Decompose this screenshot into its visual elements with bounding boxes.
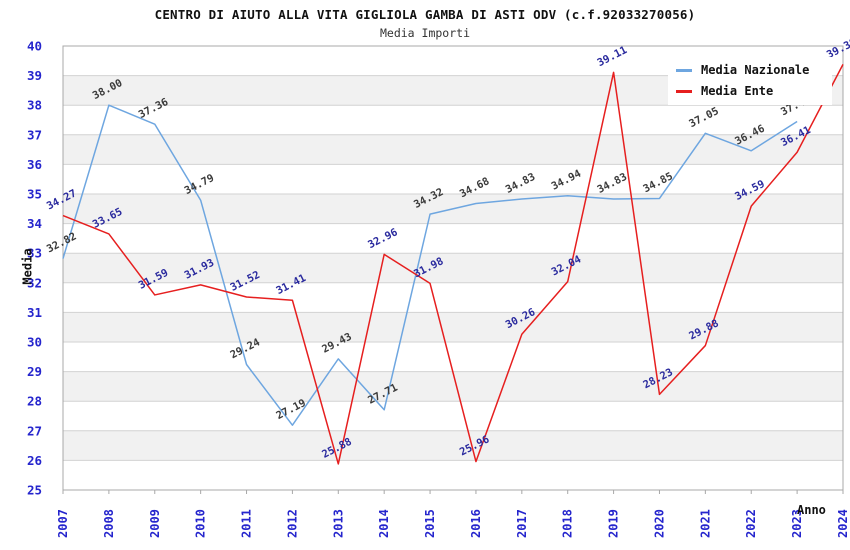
x-tick-label: 2020 (652, 509, 666, 538)
legend-item-media-nazionale: Media Nazionale (676, 63, 826, 77)
legend-item-media-ente: Media Ente (676, 84, 826, 98)
y-tick-label: 33 (27, 246, 42, 261)
data-point-label: 32.82 (45, 230, 79, 255)
y-axis-title: Media (20, 248, 35, 285)
grid-band (63, 371, 843, 402)
data-point-label: 37.05 (687, 105, 721, 130)
legend-label-media-nazionale: Media Nazionale (701, 63, 810, 77)
x-tick-label: 2018 (561, 509, 575, 538)
y-tick-label: 38 (27, 98, 42, 113)
legend-label-media-ente: Media Ente (701, 84, 774, 98)
y-tick-label: 36 (27, 157, 42, 172)
data-point-label: 34.83 (504, 171, 538, 196)
data-point-label: 32.96 (366, 226, 400, 251)
series-line-0 (62, 104, 798, 426)
data-point-label: 39.11 (595, 44, 629, 69)
x-tick-label: 2024 (836, 509, 850, 538)
y-tick-label: 27 (27, 423, 42, 438)
data-point-label: 34.83 (595, 171, 629, 196)
x-tick-label: 2008 (102, 509, 116, 538)
x-tick-label: 2021 (698, 509, 712, 538)
x-tick-label: 2010 (194, 509, 208, 538)
y-tick-label: 37 (27, 127, 42, 142)
x-tick-label: 2012 (285, 509, 299, 538)
legend-swatch-ente-icon (676, 89, 692, 93)
x-tick-label: 2013 (331, 509, 345, 538)
data-point-label: 34.94 (550, 168, 584, 193)
x-tick-label: 2022 (744, 509, 758, 538)
x-axis-title: Anno (797, 503, 826, 517)
y-tick-label: 28 (27, 394, 42, 409)
y-tick-label: 29 (27, 364, 42, 379)
data-point-label: 34.79 (182, 172, 216, 197)
y-tick-label: 35 (27, 187, 42, 202)
y-tick-label: 31 (27, 305, 42, 320)
y-tick-label: 30 (27, 335, 42, 350)
x-tick-label: 2017 (515, 509, 529, 538)
legend-swatch-nazionale-icon (676, 68, 692, 72)
chart-title: CENTRO DI AIUTO ALLA VITA GIGLIOLA GAMBA… (154, 7, 696, 22)
grid-band (63, 253, 843, 283)
y-tick-label: 34 (27, 216, 42, 231)
x-tick-label: 2009 (148, 509, 162, 538)
x-tick-label: 2014 (377, 509, 391, 538)
chart-subtitle: Media Importi (379, 26, 470, 40)
x-tick-label: 2015 (423, 509, 437, 538)
x-tick-label: 2007 (56, 509, 70, 538)
grid-band (63, 430, 843, 461)
y-tick-label: 25 (27, 483, 42, 498)
series-line-1 (62, 64, 844, 465)
grid-band (63, 134, 843, 165)
y-tick-label: 40 (27, 39, 42, 54)
y-tick-label: 32 (27, 275, 42, 290)
x-tick-label: 2016 (469, 509, 483, 538)
x-tick-label: 2023 (790, 509, 804, 538)
y-tick-label: 26 (27, 453, 42, 468)
data-point-label: 34.85 (641, 170, 675, 195)
legend: Media Nazionale Media Ente (668, 57, 832, 105)
x-tick-label: 2011 (240, 509, 254, 538)
y-tick-label: 39 (27, 68, 42, 83)
grid-band (63, 312, 843, 342)
plot-border (62, 45, 844, 491)
x-tick-label: 2019 (607, 509, 621, 538)
